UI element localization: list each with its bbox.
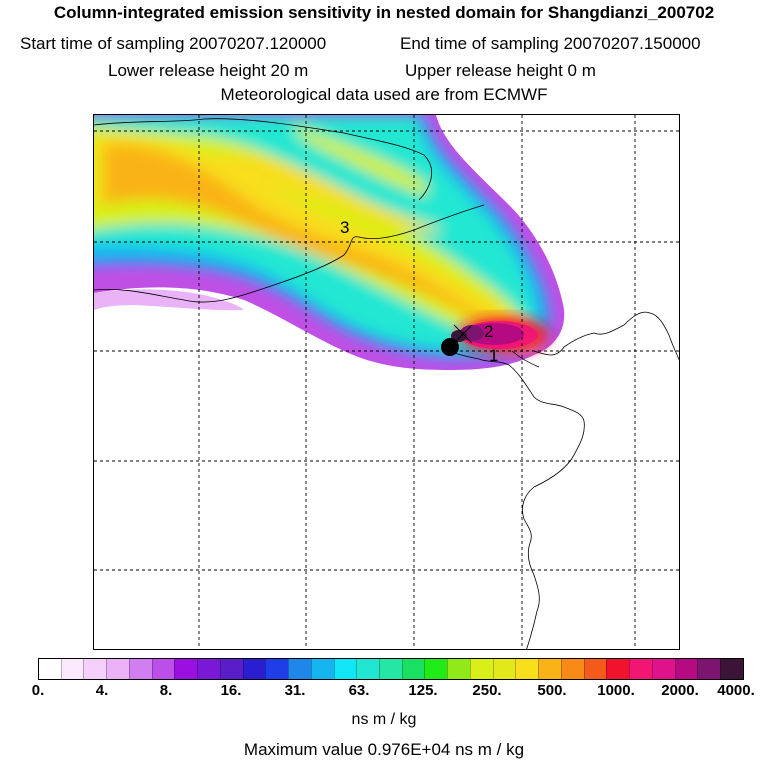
colorbar-swatch [629, 659, 652, 679]
colorbar-swatch [424, 659, 448, 679]
colorbar-swatch [469, 659, 493, 679]
colorbar-swatch [515, 659, 539, 679]
colorbar-swatch [583, 659, 607, 679]
colorbar-swatch [151, 659, 175, 679]
lower-release-label: Lower release height 20 m [108, 61, 309, 80]
colorbar-swatch [720, 659, 743, 679]
colorbar-tick-7: 250. [472, 682, 502, 699]
colorbar-swatch [697, 659, 721, 679]
colorbar-swatch [128, 659, 152, 679]
end-time-label: End time of sampling 20070207.150000 [400, 34, 701, 53]
colorbar-swatch [651, 659, 675, 679]
plot-title: Column-integrated emission sensitivity i… [53, 3, 715, 22]
sensitivity-map: 1 2 3 [93, 114, 680, 650]
colorbar-swatch [174, 659, 198, 679]
colorbar-swatch [333, 659, 357, 679]
colorbar-swatch [379, 659, 402, 679]
colorbar-swatch [560, 659, 584, 679]
colorbar-tick-9: 1000. [597, 682, 635, 699]
colorbar-swatch [606, 659, 630, 679]
colorbar-swatch [83, 659, 107, 679]
colorbar-swatch [197, 659, 220, 679]
colorbar-swatch [401, 659, 425, 679]
map-canvas [94, 115, 679, 649]
colorbar-tick-5: 63. [348, 682, 370, 699]
colorbar-swatch [356, 659, 380, 679]
marker-label-2: 2 [484, 322, 494, 341]
trajectory-cross [453, 324, 473, 344]
start-time-label: Start time of sampling 20070207.120000 [20, 34, 327, 53]
colorbar-swatch [447, 659, 470, 679]
colorbar-tick-2: 8. [159, 682, 173, 699]
colorbar-swatch [538, 659, 561, 679]
colorbar-tick-0: 0. [31, 682, 45, 699]
colorbar-tick-4: 31. [284, 682, 306, 699]
maximum-value-label: Maximum value 0.976E+04 ns m / kg [243, 740, 525, 759]
colorbar-tick-1: 4. [95, 682, 109, 699]
colorbar-tick-11: 4000. [717, 682, 755, 699]
marker-label-3: 3 [340, 218, 350, 237]
colorbar-tick-8: 500. [537, 682, 567, 699]
met-data-label: Meteorological data used are from ECMWF [220, 85, 548, 104]
colorbar-swatch [674, 659, 698, 679]
coastlines [94, 118, 679, 649]
colorbar-tick-6: 125. [408, 682, 438, 699]
colorbar-swatch [242, 659, 266, 679]
colorbar-swatch [60, 659, 84, 679]
colorbar-swatch [106, 659, 129, 679]
colorbar-swatch [492, 659, 516, 679]
colorbar-swatch [219, 659, 243, 679]
colorbar-swatch [288, 659, 311, 679]
colorbar-tick-3: 16. [220, 682, 242, 699]
colorbar-unit: ns m / kg [351, 711, 417, 728]
colorbar-swatch [265, 659, 289, 679]
colorbar-swatch [310, 659, 334, 679]
plume-field [94, 115, 565, 370]
grid-lines [94, 115, 679, 649]
colorbar-tick-10: 2000. [661, 682, 699, 699]
colorbar-swatch [39, 659, 61, 679]
marker-label-1: 1 [489, 346, 499, 365]
upper-release-label: Upper release height 0 m [405, 61, 596, 80]
colorbar [38, 658, 744, 680]
